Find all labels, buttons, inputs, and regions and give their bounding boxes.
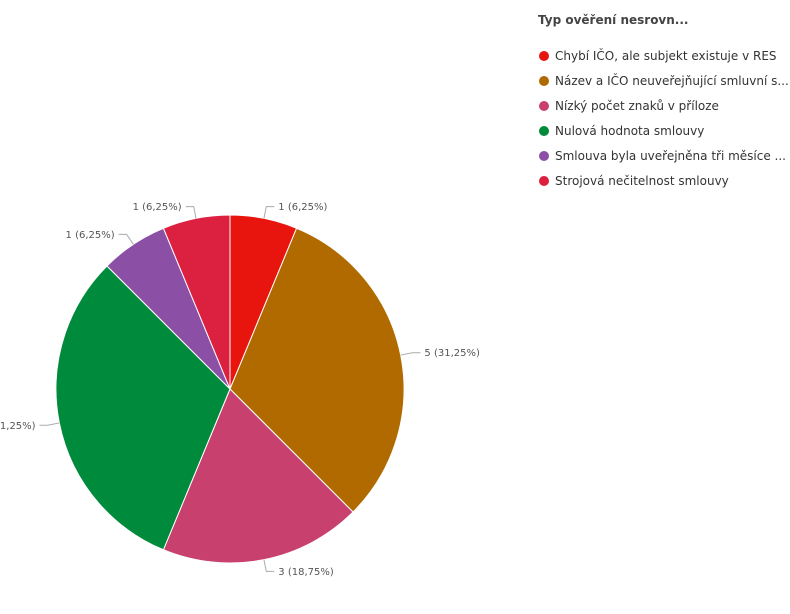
data-label: 3 (18,75%) [278, 567, 334, 578]
pie-slices [55, 214, 405, 564]
data-label-leader-line [400, 352, 421, 356]
legend-items: Chybí IČO, ale subjekt existuje v RES Náz… [539, 48, 789, 188]
data-label-leader-line [118, 233, 134, 245]
legend-item-label[interactable]: Strojová nečitelnost smlouvy [555, 174, 729, 188]
legend-item-label[interactable]: Smlouva byla uveřejněna tři měsíce ... [555, 149, 786, 163]
data-label-leader-line [263, 206, 275, 219]
pie-slice[interactable] [162, 388, 354, 564]
pie-slice[interactable] [162, 214, 231, 390]
legend-title: Typ ověření nesrovn... [538, 13, 688, 27]
data-label-leader-line [39, 422, 60, 426]
data-label: 5 (31,25%) [424, 348, 480, 359]
legend-marker[interactable] [539, 76, 549, 86]
legend-marker[interactable] [539, 51, 549, 61]
pie-data-labels: 1 (6,25%) 5 (31,25%) 3 (18,75%) 5 (31,25%) 1… [0, 202, 480, 578]
data-label: 1 (6,25%) [133, 202, 182, 213]
data-label-leader-line [263, 559, 275, 572]
legend: Typ ověření nesrovn... Chybí IČO, ale su… [538, 13, 789, 188]
data-label: 1 (6,25%) [66, 230, 115, 241]
legend-marker[interactable] [539, 101, 549, 111]
legend-item-label[interactable]: Název a IČO neuveřejňující smluvní s... [555, 73, 789, 88]
data-label: 5 (31,25%) [0, 421, 36, 432]
legend-item-label[interactable]: Nízký počet znaků v příloze [555, 99, 719, 113]
data-label-leader-line [185, 206, 197, 219]
legend-item-label[interactable]: Chybí IČO, ale subjekt existuje v RES [555, 48, 777, 63]
data-label: 1 (6,25%) [278, 202, 327, 213]
legend-marker[interactable] [539, 176, 549, 186]
legend-marker[interactable] [539, 126, 549, 136]
legend-item-label[interactable]: Nulová hodnota smlouvy [555, 124, 704, 138]
legend-marker[interactable] [539, 151, 549, 161]
